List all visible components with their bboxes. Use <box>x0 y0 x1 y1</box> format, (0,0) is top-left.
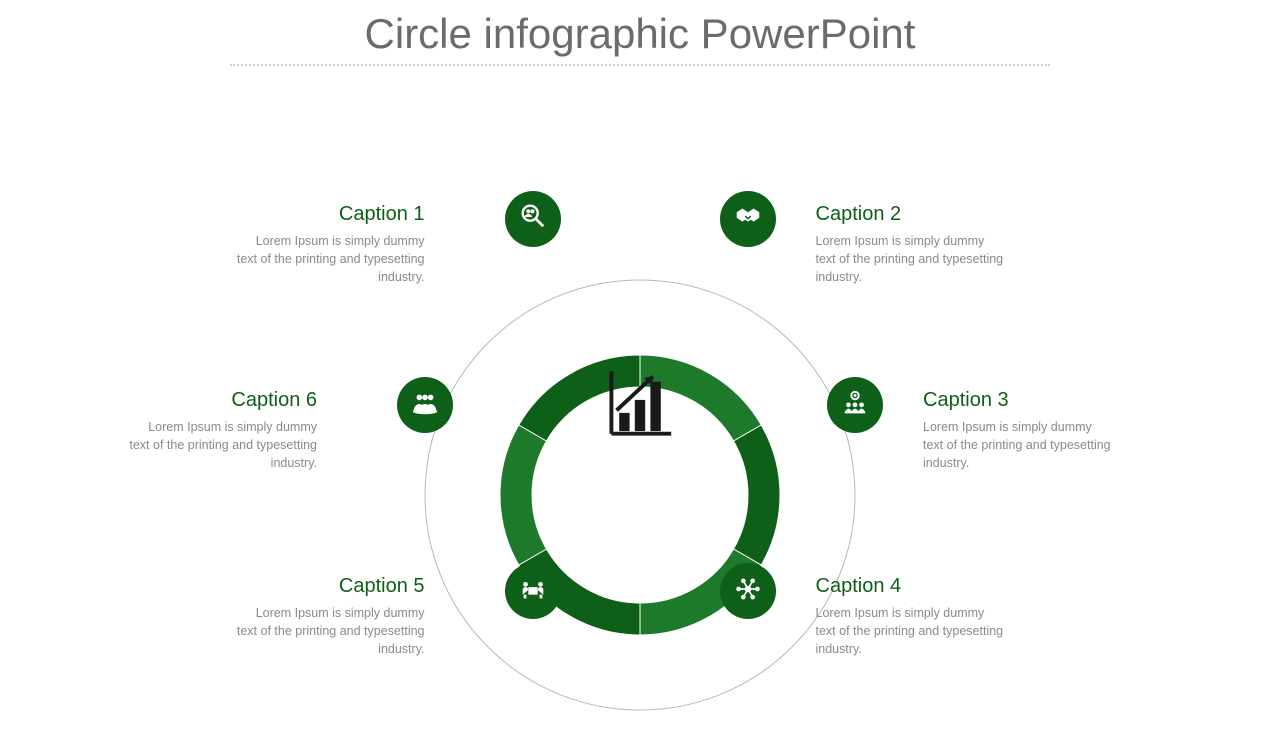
search-people-icon <box>518 201 548 236</box>
title-underline <box>230 64 1050 66</box>
node-5 <box>505 563 561 619</box>
caption-body-1: Lorem Ipsum is simply dummy text of the … <box>235 232 425 286</box>
idea-team-icon <box>840 388 870 423</box>
caption-title-5: Caption 5 <box>235 575 425 598</box>
caption-body-2: Lorem Ipsum is simply dummy text of the … <box>816 232 1006 286</box>
node-6 <box>397 377 453 433</box>
caption-title-6: Caption 6 <box>127 389 317 412</box>
caption-6: Caption 6 Lorem Ipsum is simply dummy tex… <box>127 389 317 472</box>
caption-title-4: Caption 4 <box>816 575 1006 598</box>
caption-3: Caption 3 Lorem Ipsum is simply dummy tex… <box>923 389 1113 472</box>
circle-diagram <box>385 240 895 750</box>
node-1 <box>505 191 561 247</box>
team-icon <box>410 388 440 423</box>
caption-body-4: Lorem Ipsum is simply dummy text of the … <box>816 604 1006 658</box>
caption-body-6: Lorem Ipsum is simply dummy text of the … <box>127 418 317 472</box>
page-title: Circle infographic PowerPoint <box>0 0 1280 64</box>
caption-title-3: Caption 3 <box>923 389 1113 412</box>
node-2 <box>720 191 776 247</box>
caption-body-5: Lorem Ipsum is simply dummy text of the … <box>235 604 425 658</box>
caption-1: Caption 1 Lorem Ipsum is simply dummy tex… <box>235 203 425 286</box>
caption-4: Caption 4 Lorem Ipsum is simply dummy tex… <box>816 575 1006 658</box>
caption-title-2: Caption 2 <box>816 203 1006 226</box>
caption-5: Caption 5 Lorem Ipsum is simply dummy tex… <box>235 575 425 658</box>
handshake-icon <box>733 201 763 236</box>
diagram-stage: Caption 1 Lorem Ipsum is simply dummy tex… <box>0 90 1280 720</box>
caption-title-1: Caption 1 <box>235 203 425 226</box>
caption-2: Caption 2 Lorem Ipsum is simply dummy tex… <box>816 203 1006 286</box>
node-4 <box>720 563 776 619</box>
caption-body-3: Lorem Ipsum is simply dummy text of the … <box>923 418 1113 472</box>
network-icon <box>733 574 763 609</box>
meeting-icon <box>518 574 548 609</box>
center-chart-icon <box>601 364 679 447</box>
node-3 <box>827 377 883 433</box>
